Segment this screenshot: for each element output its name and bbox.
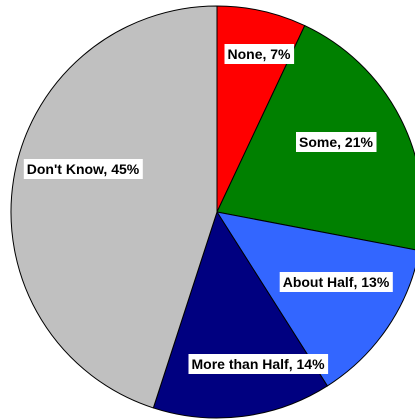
slice-label-box	[23, 159, 143, 179]
slice-label-box	[188, 354, 329, 374]
pie-slice-about-half	[215, 211, 415, 387]
slice-label-text: Don't Know, 45%	[27, 161, 140, 177]
slice-label-more-than-half: More than Half, 14%	[188, 354, 329, 374]
slice-label-none: None, 7%	[224, 44, 295, 64]
slice-label-text: None, 7%	[227, 46, 291, 62]
slice-label-about-half: About Half, 13%	[279, 272, 393, 292]
slice-label-box	[296, 132, 377, 152]
slice-label-don-t-know: Don't Know, 45%	[23, 159, 143, 179]
slice-labels: None, 7% Some, 21% About Half, 13% More tha…	[23, 44, 393, 374]
slice-label-box	[279, 272, 393, 292]
slice-label-text: About Half, 13%	[283, 274, 390, 290]
slice-label-some: Some, 21%	[296, 132, 377, 152]
pie-slice-don-t-know	[10, 5, 218, 409]
slice-label-text: More than Half, 14%	[191, 356, 325, 372]
slice-label-box	[224, 44, 295, 64]
slice-label-text: Some, 21%	[299, 134, 373, 150]
